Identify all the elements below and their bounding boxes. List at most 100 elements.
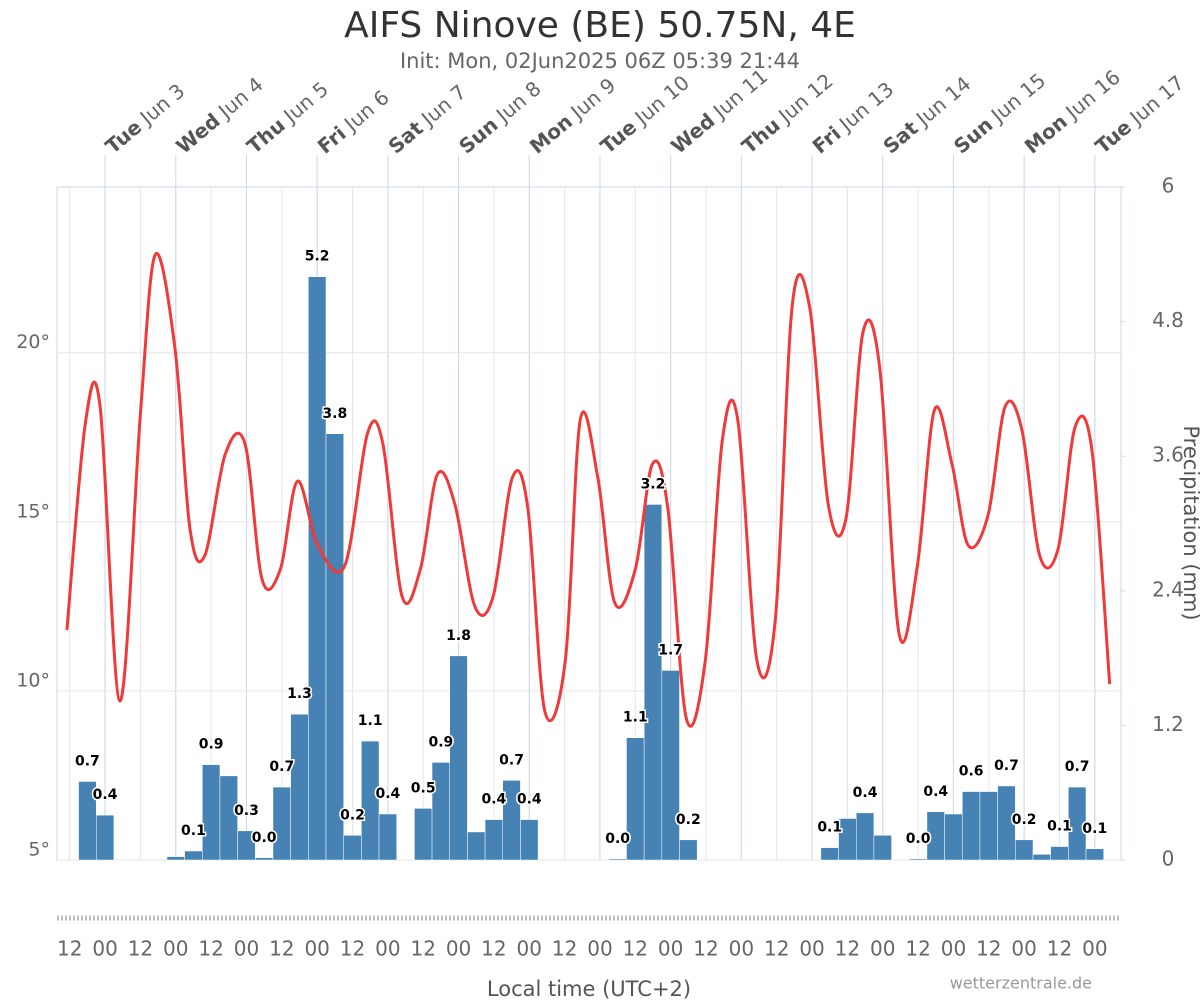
day-label: SatJun 7 bbox=[383, 79, 470, 158]
bar-value-label: 0.1 bbox=[1082, 821, 1107, 837]
day-weekday: Fri bbox=[807, 121, 845, 158]
bar-value-label: 0.1 bbox=[1047, 819, 1072, 835]
precip-bar bbox=[520, 819, 539, 861]
precip-bar bbox=[378, 813, 397, 861]
y-tick-label: 20° bbox=[16, 331, 50, 353]
x-tick-label: 00 bbox=[799, 937, 824, 961]
bar-value-label: 0.9 bbox=[199, 737, 224, 753]
bar-value-label: 0.9 bbox=[428, 734, 453, 750]
x-tick-label: 00 bbox=[658, 937, 683, 961]
bar-value-label: 0.2 bbox=[1012, 812, 1037, 828]
day-date: Jun 17 bbox=[1123, 70, 1188, 130]
x-axis-title: Local time (UTC+2) bbox=[487, 977, 691, 1000]
bar-value-label: 0.3 bbox=[234, 803, 259, 819]
bar-value-label: 0.1 bbox=[817, 820, 842, 836]
day-date: Jun 9 bbox=[564, 73, 620, 125]
day-date: Jun 5 bbox=[277, 76, 333, 128]
bar-value-label: 0.2 bbox=[676, 812, 701, 828]
precip-bar bbox=[873, 835, 892, 861]
x-tick-label: 00 bbox=[1011, 937, 1036, 961]
x-tick-label: 00 bbox=[234, 937, 259, 961]
precip-bar bbox=[202, 764, 221, 861]
precip-bar bbox=[95, 814, 115, 861]
precip-bar bbox=[272, 786, 291, 861]
precip-bar bbox=[219, 775, 238, 861]
precip-bar bbox=[431, 762, 450, 861]
bar-value-label: 0.7 bbox=[75, 753, 100, 769]
y2-tick-label: 4.8 bbox=[1152, 308, 1184, 332]
precip-bar bbox=[1085, 848, 1104, 861]
bar-value-label: 1.3 bbox=[287, 686, 312, 702]
day-date: Jun 6 bbox=[338, 85, 394, 137]
bar-value-label: 5.2 bbox=[305, 249, 330, 265]
x-tick-label: 00 bbox=[941, 937, 966, 961]
x-tick-label: 00 bbox=[587, 937, 612, 961]
day-date: Jun 7 bbox=[415, 79, 471, 131]
precip-bar bbox=[308, 276, 327, 861]
x-tick-label: 12 bbox=[905, 937, 930, 961]
precip-bar bbox=[997, 785, 1016, 861]
precip-bar bbox=[1068, 786, 1087, 861]
x-tick-label: 00 bbox=[304, 937, 329, 961]
day-date: Jun 3 bbox=[134, 78, 190, 130]
x-tick-label: 00 bbox=[446, 937, 471, 961]
bar-value-label: 0.4 bbox=[517, 792, 542, 808]
bar-value-label: 0.4 bbox=[853, 785, 878, 801]
precip-bar bbox=[484, 819, 503, 861]
precip-bar bbox=[166, 856, 185, 861]
precip-bar bbox=[661, 670, 680, 861]
x-tick-label: 12 bbox=[764, 937, 789, 961]
bar-value-label: 1.7 bbox=[658, 642, 683, 658]
precip-bar bbox=[184, 850, 203, 861]
bar-value-label: 0.4 bbox=[375, 786, 400, 802]
y-tick-label: 10° bbox=[16, 669, 50, 691]
precip-bar bbox=[414, 808, 433, 861]
precip-bar bbox=[1015, 839, 1034, 861]
day-weekday: Wed bbox=[171, 108, 224, 158]
day-weekday: Mon bbox=[525, 109, 577, 158]
day-weekday: Sun bbox=[949, 112, 997, 158]
precip-bar bbox=[679, 839, 698, 861]
bar-value-label: 3.8 bbox=[322, 406, 347, 422]
bar-value-label: 1.8 bbox=[446, 628, 471, 644]
precip-bar bbox=[343, 835, 362, 861]
day-weekday: Thu bbox=[242, 113, 290, 158]
precip-bar bbox=[820, 847, 839, 861]
y2-tick-label: 6 bbox=[1162, 174, 1175, 198]
day-date: Jun 16 bbox=[1059, 64, 1124, 124]
y2-tick-label: 2.4 bbox=[1152, 577, 1184, 601]
x-tick-label: 12 bbox=[552, 937, 577, 961]
x-tick-label: 12 bbox=[976, 937, 1001, 961]
x-tick-label: 12 bbox=[410, 937, 435, 961]
day-weekday: Tue bbox=[1090, 114, 1135, 158]
day-weekday: Sun bbox=[454, 112, 502, 158]
grid bbox=[56, 155, 1122, 861]
precip-bar bbox=[608, 858, 627, 861]
chart-title: AIFS Ninove (BE) 50.75N, 4E bbox=[344, 5, 856, 46]
x-tick-label: 12 bbox=[481, 937, 506, 961]
day-weekday: Mon bbox=[1019, 109, 1071, 158]
x-tick-label: 00 bbox=[375, 937, 400, 961]
precip-bar bbox=[909, 858, 928, 861]
x-tick-label: 12 bbox=[1047, 937, 1072, 961]
y-tick-label: 5° bbox=[28, 839, 50, 861]
x-tick-label: 12 bbox=[835, 937, 860, 961]
x-tick-label: 12 bbox=[693, 937, 718, 961]
y-tick-label: 15° bbox=[16, 500, 50, 522]
bar-value-label: 0.5 bbox=[411, 780, 436, 796]
precip-bar bbox=[1050, 846, 1069, 861]
x-tick-label: 00 bbox=[163, 937, 188, 961]
bar-value-label: 0.1 bbox=[181, 823, 206, 839]
bar-value-label: 0.7 bbox=[1065, 759, 1090, 775]
x-tick-label: 00 bbox=[92, 937, 117, 961]
precip-bar bbox=[290, 713, 309, 861]
x-tick-label: 00 bbox=[870, 937, 895, 961]
y2-tick-label: 1.2 bbox=[1152, 712, 1184, 736]
bar-value-label: 0.2 bbox=[340, 807, 365, 823]
bar-value-label: 0.0 bbox=[252, 830, 277, 846]
credit: wetterzentrale.de bbox=[950, 974, 1092, 993]
day-weekday: Sat bbox=[383, 115, 427, 158]
bar-value-label: 0.0 bbox=[906, 831, 931, 847]
bar-value-label: 0.7 bbox=[994, 758, 1019, 774]
